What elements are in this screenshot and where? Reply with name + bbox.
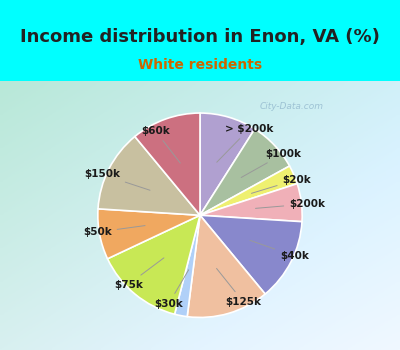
Wedge shape xyxy=(200,113,255,215)
Text: $30k: $30k xyxy=(154,270,189,309)
Text: $100k: $100k xyxy=(241,149,302,177)
Text: $150k: $150k xyxy=(84,169,150,190)
Wedge shape xyxy=(200,184,302,222)
Wedge shape xyxy=(135,113,200,215)
Wedge shape xyxy=(200,166,297,215)
Text: $40k: $40k xyxy=(250,240,309,261)
Wedge shape xyxy=(98,209,200,259)
Text: City-Data.com: City-Data.com xyxy=(260,102,324,111)
Wedge shape xyxy=(200,129,290,215)
Text: $20k: $20k xyxy=(252,175,311,193)
Text: White residents: White residents xyxy=(138,58,262,72)
Text: Income distribution in Enon, VA (%): Income distribution in Enon, VA (%) xyxy=(20,28,380,46)
Wedge shape xyxy=(174,215,200,317)
Wedge shape xyxy=(108,215,200,314)
Text: > $200k: > $200k xyxy=(217,124,274,162)
Wedge shape xyxy=(187,215,265,317)
Text: $60k: $60k xyxy=(141,126,180,163)
Text: $125k: $125k xyxy=(216,268,261,307)
Wedge shape xyxy=(200,215,302,294)
Text: $50k: $50k xyxy=(83,226,145,237)
Text: $200k: $200k xyxy=(256,199,325,209)
Text: $75k: $75k xyxy=(114,258,164,289)
Wedge shape xyxy=(98,136,200,215)
